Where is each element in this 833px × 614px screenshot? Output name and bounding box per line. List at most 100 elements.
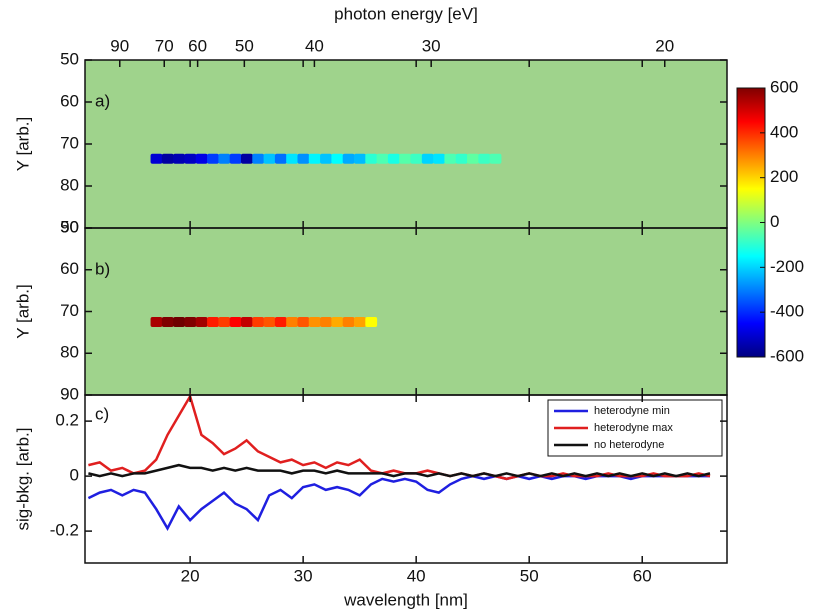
y-tick-label: 60 <box>60 259 79 278</box>
heatmap-cell <box>365 316 378 327</box>
heatmap-cell <box>229 153 242 164</box>
x2-tick-label: 60 <box>188 36 207 55</box>
plot-frame <box>84 394 728 564</box>
y-tick-label: 80 <box>60 175 79 194</box>
heatmap-cell <box>387 153 400 164</box>
heatmap-cell <box>320 153 332 164</box>
x2-tick-label: 50 <box>235 36 254 55</box>
heatmap-cell <box>184 316 197 327</box>
x2-tick-label: 20 <box>655 36 674 55</box>
heatmap-cell <box>150 153 163 164</box>
heatmap-cell <box>274 316 287 327</box>
heatmap-cell <box>207 153 219 164</box>
heatmap-cell <box>455 153 468 164</box>
colorbar-tick-label: -200 <box>770 257 804 276</box>
heatmap-cell <box>240 153 253 164</box>
heatmap-background <box>85 60 727 228</box>
colorbar-tick-label: 200 <box>770 167 798 186</box>
x2-tick-label: 70 <box>155 36 174 55</box>
heatmap-cell <box>331 153 344 164</box>
x-tick-label: 40 <box>407 566 426 585</box>
heatmap-cell <box>421 153 434 164</box>
colorbar-tick-label: -400 <box>770 302 804 321</box>
heatmap-cell <box>229 316 242 327</box>
heatmap-cell <box>467 153 479 164</box>
heatmap-cell <box>184 153 197 164</box>
heatmap-cell <box>218 153 231 164</box>
y-tick-label: 0 <box>70 466 79 485</box>
y-axis-label: Y [arb.] <box>13 284 32 339</box>
heatmap-cell <box>161 153 174 164</box>
y-tick-label: 90 <box>60 384 79 403</box>
panel-label: a) <box>95 91 110 110</box>
panel-label: b) <box>95 259 110 278</box>
y-tick-label: 50 <box>60 217 79 236</box>
heatmap-cell <box>376 153 389 164</box>
heatmap-cell <box>240 316 253 327</box>
heatmap-cell <box>410 153 423 164</box>
heatmap-cell <box>161 316 174 327</box>
heatmap-cell <box>173 316 185 327</box>
data-line <box>88 393 711 481</box>
y-tick-label: 0.2 <box>55 411 79 430</box>
heatmap-cell <box>342 153 355 164</box>
x-tick-label: 60 <box>633 566 652 585</box>
heatmap-cell <box>342 316 355 327</box>
y-tick-label: 60 <box>60 91 79 110</box>
heatmap-cell <box>207 316 219 327</box>
heatmap-cell <box>354 153 366 164</box>
heatmap-cell <box>365 153 378 164</box>
heatmap-cell <box>150 316 163 327</box>
heatmap-cell <box>297 316 310 327</box>
colorbar-tick-label: 0 <box>770 212 779 231</box>
heatmap-cell <box>274 153 287 164</box>
heatmap-cell <box>433 153 445 164</box>
heatmap-cell <box>263 316 276 327</box>
y-axis-label: Y [arb.] <box>13 117 32 172</box>
panel-label: c) <box>95 404 109 423</box>
y-tick-label: -0.2 <box>50 521 79 540</box>
heatmap-cell <box>399 153 412 164</box>
legend-label: heterodyne min <box>594 405 670 417</box>
heatmap-cell <box>218 316 231 327</box>
heatmap-cell <box>195 153 208 164</box>
heatmap-cell <box>173 153 185 164</box>
y-tick-label: 90 <box>60 217 79 236</box>
y-tick-label: 70 <box>60 301 79 320</box>
y-tick-label: 80 <box>60 343 79 362</box>
heatmap-cell <box>489 153 502 164</box>
x2-tick-label: 30 <box>422 36 441 55</box>
heatmap-cell <box>286 316 298 327</box>
y-axis-label: sig-bkg. [arb.] <box>13 428 32 531</box>
heatmap-cell <box>308 153 321 164</box>
heatmap-cell <box>331 316 344 327</box>
x2-tick-label: 90 <box>110 36 129 55</box>
heatmap-cell <box>252 153 265 164</box>
data-line <box>88 463 711 478</box>
heatmap-cell <box>354 316 366 327</box>
x2-tick-label: 40 <box>305 36 324 55</box>
heatmap-cell <box>252 316 265 327</box>
y-tick-label: 50 <box>60 49 79 68</box>
colorbar-tick-label: 400 <box>770 122 798 141</box>
heatmap-cell <box>444 153 457 164</box>
y-tick-label: 70 <box>60 133 79 152</box>
x-tick-label: 50 <box>520 566 539 585</box>
heatmap-cell <box>263 153 276 164</box>
colorbar-tick-label: 600 <box>770 77 798 96</box>
x-tick-label: 20 <box>181 566 200 585</box>
heatmap-cell <box>308 316 321 327</box>
x-axis-label: wavelength [nm] <box>343 590 468 609</box>
x-tick-label: 30 <box>294 566 313 585</box>
legend-label: no heterodyne <box>594 439 664 451</box>
legend-label: heterodyne max <box>594 422 673 434</box>
heatmap-cell <box>195 316 208 327</box>
colorbar-tick-label: -600 <box>770 346 804 365</box>
heatmap-cell <box>297 153 310 164</box>
heatmap-cell <box>286 153 298 164</box>
heatmap-background <box>85 228 727 395</box>
heatmap-cell <box>320 316 332 327</box>
x2-axis-label: photon energy [eV] <box>334 4 478 23</box>
heatmap-cell <box>478 153 491 164</box>
